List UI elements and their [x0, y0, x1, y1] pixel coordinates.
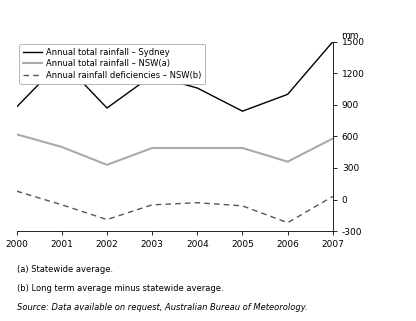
Text: Source: Data available on request, Australian Bureau of Meteorology.: Source: Data available on request, Austr…: [17, 303, 307, 312]
Text: (a) Statewide average.: (a) Statewide average.: [17, 265, 113, 274]
Text: (b) Long term average minus statewide average.: (b) Long term average minus statewide av…: [17, 284, 223, 293]
Text: mm: mm: [342, 31, 359, 40]
Legend: Annual total rainfall – Sydney, Annual total rainfall – NSW(a), Annual rainfall : Annual total rainfall – Sydney, Annual t…: [19, 44, 206, 84]
